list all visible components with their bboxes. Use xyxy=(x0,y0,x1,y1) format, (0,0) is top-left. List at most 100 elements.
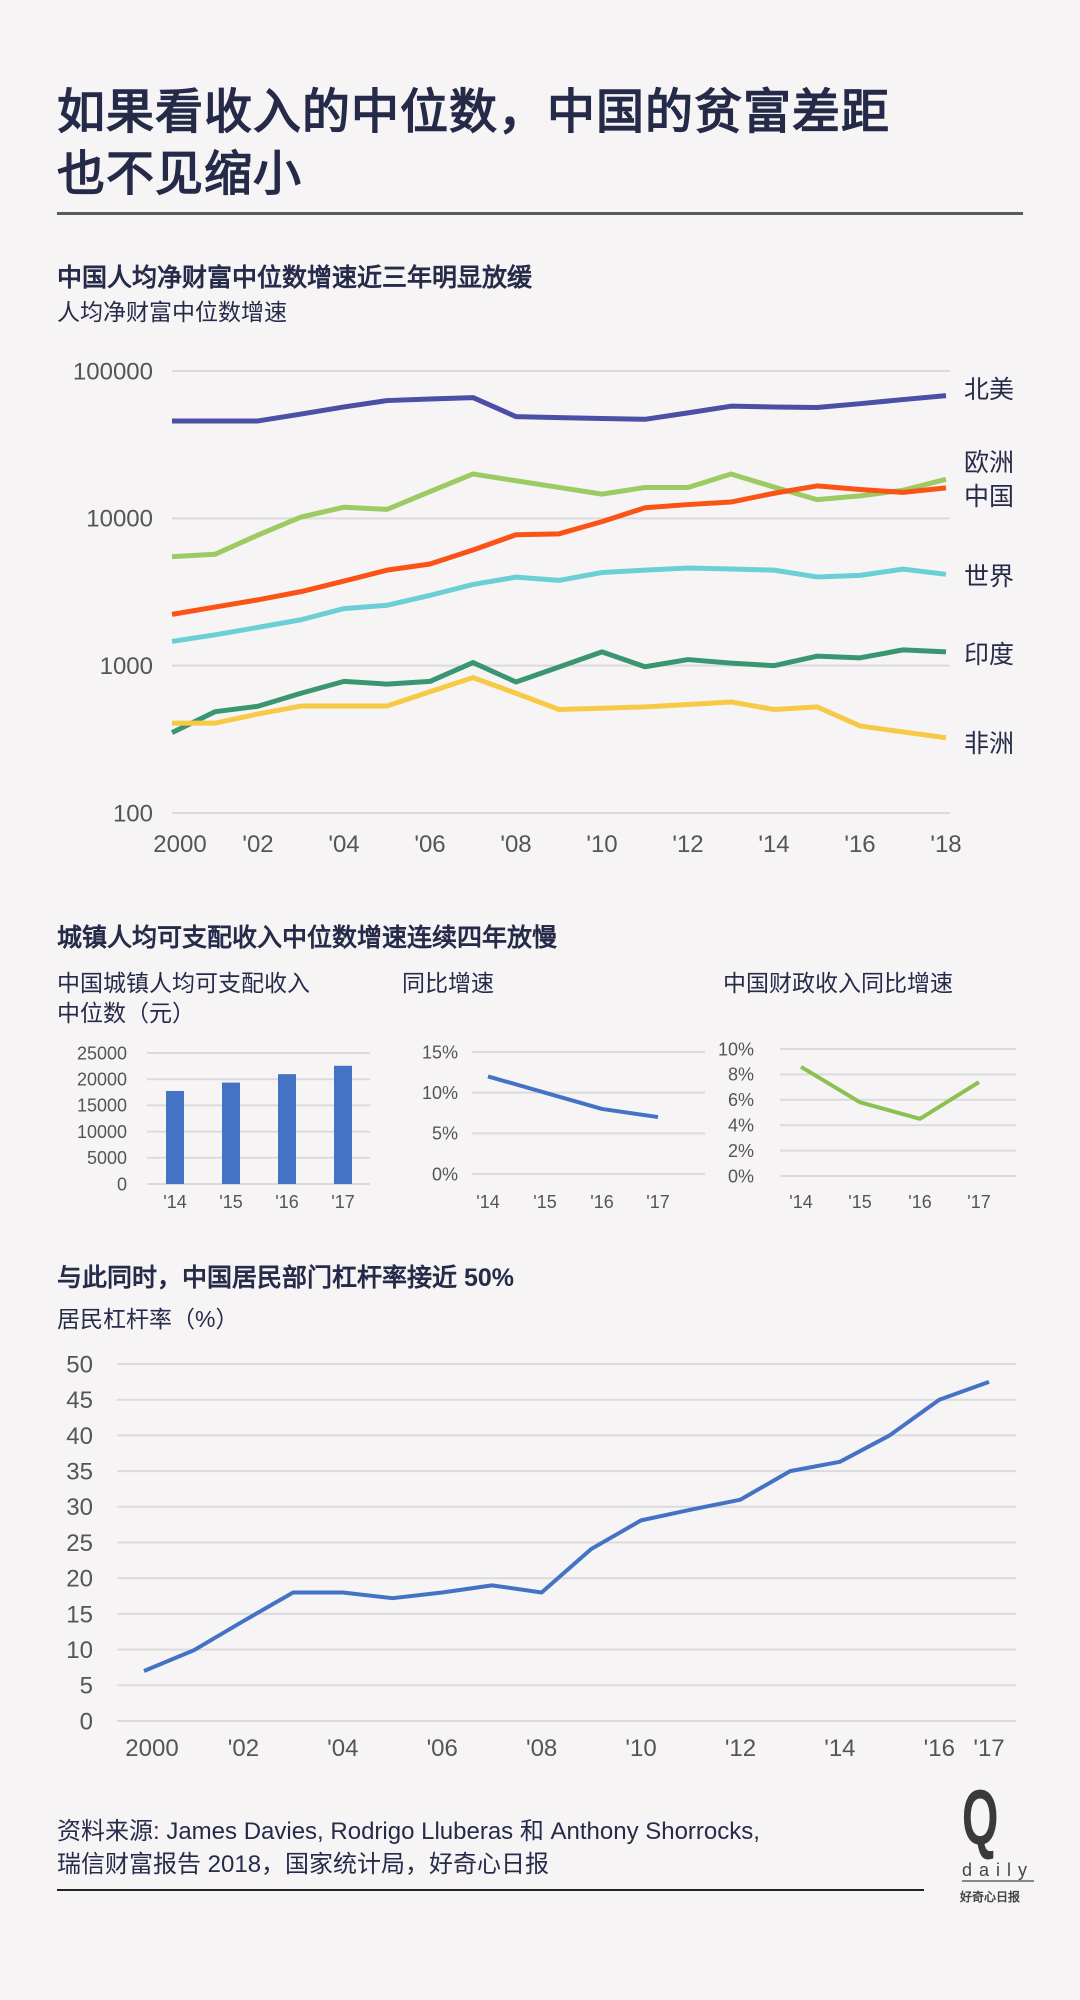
y-tick-label: 10000 xyxy=(77,1122,127,1142)
y-tick-label: 1000 xyxy=(100,653,153,680)
bar-panel-title: 中国城镇人均可支配收入 中位数（元） xyxy=(57,968,310,1028)
x-tick-label: 2000 xyxy=(125,1735,178,1762)
section3-subtitle: 居民杠杆率（%） xyxy=(57,1306,239,1332)
y-tick-label: 5% xyxy=(432,1124,458,1144)
section3-heading: 与此同时，中国居民部门杠杆率接近 50% xyxy=(57,1264,514,1292)
x-tick-label: '10 xyxy=(586,831,617,858)
bar-panel-title-line-2: 中位数（元） xyxy=(57,1000,195,1026)
x-tick-label: '16 xyxy=(924,1735,955,1762)
title-divider xyxy=(57,212,1023,215)
source-line-2: 瑞信财富报告 2018，国家统计局，好奇心日报 xyxy=(57,1851,550,1878)
y-tick-label: 45 xyxy=(66,1387,93,1414)
x-tick-label: '16 xyxy=(844,831,875,858)
y-tick-label: 0 xyxy=(117,1174,127,1194)
x-tick-label: '15 xyxy=(848,1192,871,1212)
x-tick-label: '14 xyxy=(758,831,789,858)
y-tick-label: 0 xyxy=(80,1708,93,1735)
data-line xyxy=(487,1074,659,1120)
y-tick-label: 10000 xyxy=(86,506,153,533)
series-label: 印度 xyxy=(964,641,1014,669)
y-tick-label: 15000 xyxy=(77,1096,127,1116)
source-line-1: 资料来源: James Davies, Rodrigo Lluberas 和 A… xyxy=(57,1818,760,1845)
x-tick-label: '04 xyxy=(328,831,359,858)
x-tick-label: '16 xyxy=(275,1192,298,1212)
y-tick-label: 4% xyxy=(728,1116,754,1136)
series-label: 世界 xyxy=(964,563,1014,591)
section1-heading: 中国人均净财富中位数增速近三年明显放缓 xyxy=(57,264,533,292)
page-title: 如果看收入的中位数，中国的贫富差距 也不见缩小 xyxy=(57,82,890,206)
y-tick-label: 25 xyxy=(66,1530,93,1557)
bar xyxy=(278,1074,296,1184)
series-line-5 xyxy=(172,675,947,741)
bar-panel-title-line-1: 中国城镇人均可支配收入 xyxy=(57,970,310,996)
y-tick-label: 50 xyxy=(66,1351,93,1378)
x-tick-label: '08 xyxy=(500,831,531,858)
x-tick-label: '12 xyxy=(725,1735,756,1762)
x-tick-label: '16 xyxy=(590,1192,613,1212)
x-tick-label: '10 xyxy=(625,1735,656,1762)
y-tick-label: 20 xyxy=(66,1566,93,1593)
series-line-1 xyxy=(171,471,947,560)
section1-subtitle: 人均净财富中位数增速 xyxy=(57,299,287,325)
y-tick-label: 100 xyxy=(113,800,153,827)
y-tick-label: 40 xyxy=(66,1423,93,1450)
data-line xyxy=(799,1065,981,1121)
bar xyxy=(334,1065,352,1184)
series-label: 中国 xyxy=(964,483,1014,511)
y-tick-label: 2% xyxy=(728,1141,754,1161)
x-tick-label: '17 xyxy=(973,1735,1004,1762)
y-tick-label: 8% xyxy=(728,1065,754,1085)
growth-panel-title: 同比增速 xyxy=(402,970,494,996)
series-label: 非洲 xyxy=(964,730,1014,758)
title-line-2: 也不见缩小 xyxy=(57,148,303,201)
y-tick-label: 30 xyxy=(66,1494,93,1521)
series-line-0 xyxy=(172,393,947,424)
title-line-1: 如果看收入的中位数，中国的贫富差距 xyxy=(57,86,891,139)
x-tick-label: '18 xyxy=(930,831,961,858)
y-tick-label: 25000 xyxy=(77,1043,127,1063)
y-tick-label: 0% xyxy=(432,1164,458,1184)
x-tick-label: '17 xyxy=(967,1192,990,1212)
x-tick-label: '12 xyxy=(672,831,703,858)
qdaily-logo-cn: 好奇心日报 xyxy=(960,1890,1021,1904)
x-tick-label: 2000 xyxy=(153,831,206,858)
y-tick-label: 10 xyxy=(66,1637,93,1664)
y-tick-label: 35 xyxy=(66,1459,93,1486)
x-tick-label: '14 xyxy=(824,1735,855,1762)
y-tick-label: 10% xyxy=(422,1083,458,1103)
x-tick-label: '15 xyxy=(219,1192,242,1212)
x-tick-label: '08 xyxy=(526,1735,557,1762)
x-tick-label: '06 xyxy=(427,1735,458,1762)
x-tick-label: '14 xyxy=(789,1192,812,1212)
x-tick-label: '17 xyxy=(331,1192,354,1212)
footer-divider xyxy=(57,1889,924,1891)
series-line-4 xyxy=(170,647,947,735)
qdaily-logo-word: daily xyxy=(962,1860,1035,1882)
x-tick-label: '16 xyxy=(908,1192,931,1212)
y-tick-label: 5000 xyxy=(87,1148,127,1168)
y-tick-label: 10% xyxy=(718,1039,754,1059)
y-tick-label: 15 xyxy=(66,1601,93,1628)
data-line xyxy=(143,1379,990,1673)
y-tick-label: 6% xyxy=(728,1090,754,1110)
section2-heading: 城镇人均可支配收入中位数增速连续四年放慢 xyxy=(57,924,558,952)
x-tick-label: '06 xyxy=(414,831,445,858)
x-tick-label: '14 xyxy=(163,1192,186,1212)
y-tick-label: 0% xyxy=(728,1166,754,1186)
fiscal-panel-title: 中国财政收入同比增速 xyxy=(723,970,953,996)
x-tick-label: '17 xyxy=(646,1192,669,1212)
y-tick-label: 5 xyxy=(80,1673,93,1700)
bar xyxy=(222,1082,240,1184)
x-tick-label: '02 xyxy=(242,831,273,858)
x-tick-label: '14 xyxy=(476,1192,499,1212)
source-note: 资料来源: James Davies, Rodrigo Lluberas 和 A… xyxy=(57,1815,760,1881)
y-tick-label: 15% xyxy=(422,1042,458,1062)
bar xyxy=(166,1090,184,1184)
x-tick-label: '02 xyxy=(228,1735,259,1762)
series-label: 欧洲 xyxy=(964,449,1014,477)
y-tick-label: 100000 xyxy=(73,358,153,385)
series-line-2 xyxy=(171,483,947,617)
qdaily-logo-q: Q xyxy=(962,1773,999,1861)
series-label: 北美 xyxy=(964,376,1014,404)
